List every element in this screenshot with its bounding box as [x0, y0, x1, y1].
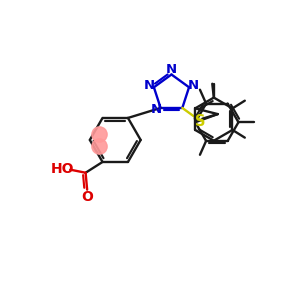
- Text: N: N: [144, 79, 155, 92]
- Text: N: N: [166, 63, 177, 76]
- Text: O: O: [81, 190, 93, 204]
- Text: S: S: [195, 114, 205, 129]
- Text: HO: HO: [51, 162, 74, 176]
- Text: N: N: [188, 79, 199, 92]
- Text: N: N: [150, 103, 161, 116]
